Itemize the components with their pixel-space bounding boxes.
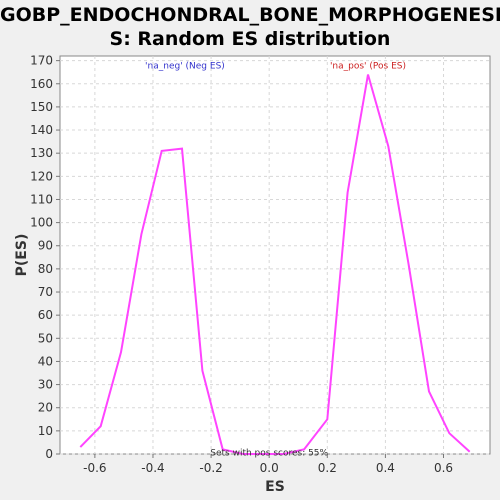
annotations: 'na_neg' (Neg ES) 'na_pos' (Pos ES) Sets w… — [145, 61, 406, 458]
x-tick-label: 0.2 — [318, 461, 337, 475]
annotation-label: 'na_pos' (Pos ES) — [330, 61, 406, 71]
x-tick-label: 0.4 — [376, 461, 395, 475]
y-tick-label: 130 — [30, 146, 53, 160]
x-tick-label: -0.2 — [199, 461, 222, 475]
y-tick-label: 0 — [45, 447, 53, 461]
y-tick-label: 110 — [30, 192, 53, 206]
x-tick-label: 0.6 — [434, 461, 453, 475]
y-tick-label: 150 — [30, 100, 53, 114]
grid-lines — [60, 56, 490, 455]
x-tick-label: -0.6 — [83, 461, 106, 475]
chart-title-line1: GOBP_ENDOCHONDRAL_BONE_MORPHOGENESI — [0, 4, 500, 26]
y-tick-label: 170 — [30, 54, 53, 68]
x-axis-ticks: -0.6 -0.4 -0.2 0.0 0.2 0.4 0.6 — [83, 454, 453, 475]
es-series-line — [79, 74, 471, 455]
chart-title-line2: S: Random ES distribution — [109, 28, 391, 50]
y-tick-label: 70 — [38, 285, 53, 299]
y-tick-label: 120 — [30, 169, 53, 183]
y-tick-label: 20 — [38, 401, 53, 415]
y-tick-label: 40 — [38, 354, 53, 368]
x-tick-label: 0.0 — [260, 461, 279, 475]
annotation-label: Sets with pos scores: 55% — [210, 449, 328, 459]
x-axis-label: ES — [265, 479, 285, 495]
y-tick-label: 30 — [38, 378, 53, 392]
y-tick-label: 60 — [38, 308, 53, 322]
y-tick-label: 160 — [30, 77, 53, 91]
y-tick-label: 100 — [30, 216, 53, 230]
y-tick-label: 80 — [38, 262, 53, 276]
y-tick-label: 90 — [38, 239, 53, 253]
chart-title: GOBP_ENDOCHONDRAL_BONE_MORPHOGENESI S: R… — [0, 3, 500, 51]
y-tick-label: 50 — [38, 331, 53, 345]
x-tick-label: -0.4 — [141, 461, 164, 475]
y-axis-label: P(ES) — [14, 234, 30, 277]
plot-area — [59, 55, 491, 455]
y-axis-ticks: 0 10 20 30 40 50 60 70 80 90 100 110 120 130 140 150 160… — [30, 54, 60, 461]
annotation-label: 'na_neg' (Neg ES) — [145, 61, 225, 71]
y-tick-label: 140 — [30, 123, 53, 137]
y-tick-label: 10 — [38, 424, 53, 438]
